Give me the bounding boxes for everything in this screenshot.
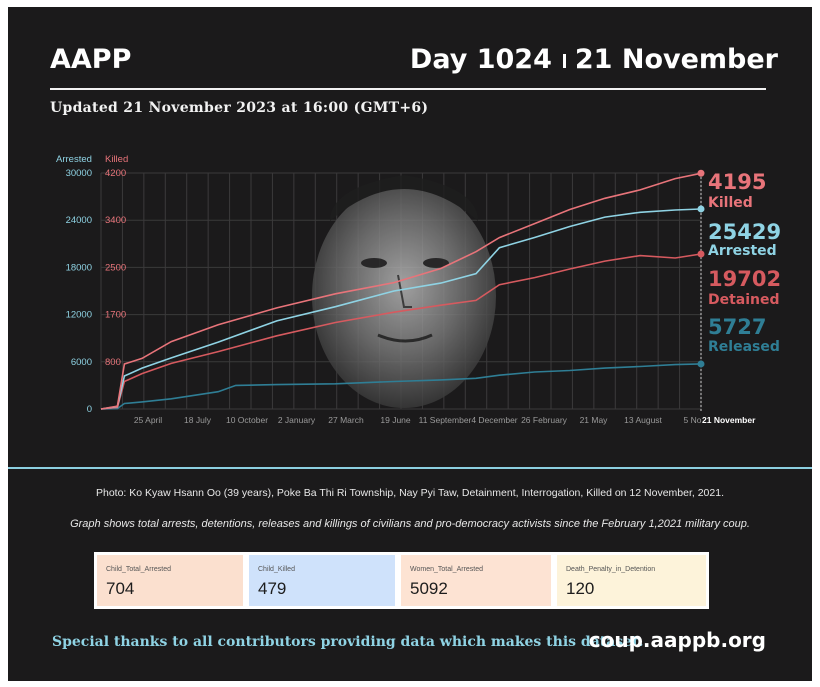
stats-panel: Child_Total_Arrested 704 Child_Killed 47… xyxy=(94,552,709,609)
x-tick-label: 5 No xyxy=(684,415,702,425)
updated-timestamp: Updated 21 November 2023 at 16:00 (GMT+6… xyxy=(50,100,429,116)
y-tick-arrested: 24000 xyxy=(66,215,92,226)
y-tick-arrested: 30000 xyxy=(66,168,92,179)
website-link[interactable]: coup.aappb.org xyxy=(588,628,766,652)
cumulative-line-chart: 0 6000 12000 18000 24000 30000 800 1700 2500 3400… xyxy=(56,154,781,425)
stat-value: 5092 xyxy=(410,579,448,598)
series-end-dot-killed xyxy=(697,169,705,177)
x-end-label: 21 November xyxy=(702,415,756,425)
victim-portrait xyxy=(312,175,496,408)
x-tick-label: 19 June xyxy=(380,415,411,425)
stat-label: Child_Killed xyxy=(258,566,295,573)
right-axis-title: Killed xyxy=(105,154,128,165)
x-tick-label: 10 October xyxy=(226,415,268,425)
series-line-killed xyxy=(100,172,702,410)
x-tick-label: 4 December xyxy=(471,415,517,425)
stat-death-penalty-in-detention: Death_Penalty_in_Detention 120 xyxy=(557,555,706,606)
series-line-arrested xyxy=(100,208,702,410)
section-divider xyxy=(8,467,812,469)
series-end-dot-detained xyxy=(697,250,705,258)
x-tick-label: 2 January xyxy=(278,415,316,425)
stat-label: Death_Penalty_in_Detention xyxy=(566,566,656,573)
y-tick-killed: 1700 xyxy=(105,310,126,321)
series-line-detained xyxy=(100,253,702,410)
y-tick-arrested: 6000 xyxy=(71,357,92,368)
x-tick-label: 13 August xyxy=(624,415,662,425)
stat-value: 120 xyxy=(566,579,595,598)
left-axis-title: Arrested xyxy=(56,154,92,165)
stat-value: 704 xyxy=(106,579,135,598)
graph-caption: Graph shows total arrests, detentions, r… xyxy=(70,518,750,530)
photo-caption: Photo: Ko Kyaw Hsann Oo (39 years), Poke… xyxy=(95,487,724,499)
title-separator xyxy=(562,53,566,68)
day-label: Day 1024 xyxy=(409,44,552,75)
series-total-released: 5727 xyxy=(708,315,766,339)
y-tick-killed: 3400 xyxy=(105,215,126,226)
stat-women-total-arrested: Women_Total_Arrested 5092 xyxy=(401,555,551,606)
series-total-killed: 4195 xyxy=(708,170,766,194)
day-date-title: Day 1024 21 November xyxy=(410,44,778,75)
header-divider xyxy=(50,88,766,90)
x-tick-label: 27 March xyxy=(328,415,364,425)
y-tick-killed: 2500 xyxy=(105,262,126,273)
x-tick-label: 11 September xyxy=(419,415,472,425)
series-name-arrested: Arrested xyxy=(708,243,777,259)
series-name-released: Released xyxy=(708,339,780,355)
y-tick-killed: 800 xyxy=(105,357,121,368)
stat-value: 479 xyxy=(258,579,287,598)
org-title: AAPP xyxy=(50,44,132,75)
y-tick-arrested: 18000 xyxy=(66,262,92,273)
series-total-detained: 19702 xyxy=(708,267,781,291)
stat-label: Women_Total_Arrested xyxy=(410,566,484,573)
stat-label: Child_Total_Arrested xyxy=(106,566,171,573)
date-label: 21 November xyxy=(574,44,778,75)
y-tick-killed: 4200 xyxy=(105,168,126,179)
infographic-card: AAPP Day 1024 21 November Updated 21 Nove… xyxy=(8,7,812,681)
y-tick-arrested: 12000 xyxy=(66,310,92,321)
series-line-released xyxy=(100,363,702,410)
x-tick-label: 18 July xyxy=(184,415,212,425)
x-tick-label: 26 February xyxy=(521,415,568,425)
series-end-dot-arrested xyxy=(697,205,705,213)
stat-child-killed: Child_Killed 479 xyxy=(249,555,395,606)
x-tick-label: 21 May xyxy=(580,415,609,425)
series-total-arrested: 25429 xyxy=(708,220,781,244)
series-end-dot-released xyxy=(697,360,705,368)
stat-child-total-arrested: Child_Total_Arrested 704 xyxy=(97,555,243,606)
x-tick-label: 25 April xyxy=(134,415,162,425)
thanks-note: Special thanks to all contributors provi… xyxy=(52,634,644,650)
y-tick-arrested: 0 xyxy=(87,404,92,415)
series-name-detained: Detained xyxy=(708,292,780,308)
series-name-killed: Killed xyxy=(708,195,753,211)
